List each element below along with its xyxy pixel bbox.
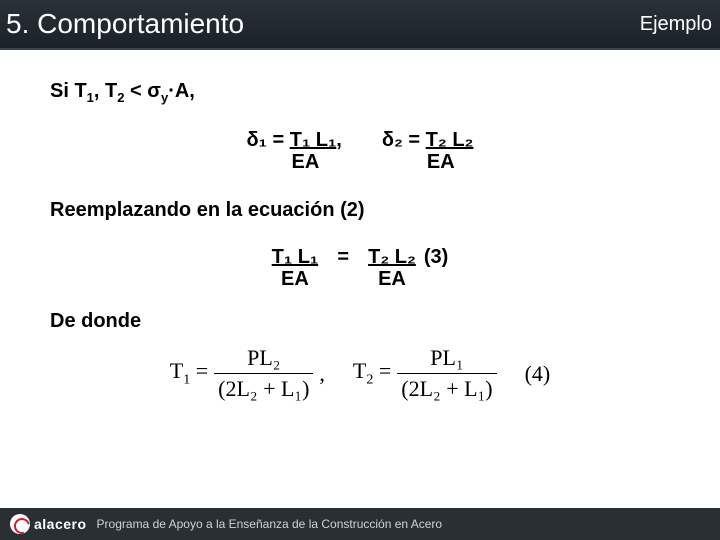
delta2-denominator: EA: [382, 151, 474, 173]
header-title: 5. Comportamiento: [6, 8, 244, 40]
eq4-comma: ,: [319, 361, 325, 387]
eq3-right-frac: T₂ L₂ EA: [368, 246, 416, 290]
eq4-t2-sub: 2: [366, 373, 373, 388]
delta1-denominator: EA: [247, 151, 342, 173]
brand-logo: alacero: [10, 514, 87, 534]
delta1-numerator: T₁ L₁: [290, 129, 337, 151]
de-donde-text: De donde: [50, 310, 670, 333]
eq4-t2-sym: T: [353, 358, 366, 383]
delta-equations: δ₁ = T₁ L₁, EA δ₂ = T₂ L₂ EA: [50, 129, 670, 173]
equation-4: T1 = PL₂ (2L₂ + L₁) , T2 = PL₁ (2L₂ + L₁…: [50, 345, 670, 402]
slide-content: Si T1, T2 < σy·A, δ₁ = T₁ L₁, EA δ₂ = T₂…: [0, 50, 720, 402]
eq4-t1: T1 = PL₂ (2L₂ + L₁) ,: [170, 345, 325, 402]
eq3-right-num: T₂ L₂: [368, 246, 416, 268]
delta1-sep: ,: [336, 129, 342, 151]
eq3-label: (3): [424, 246, 448, 268]
delta2-lhs: δ₂ =: [382, 129, 426, 151]
eq4-t2-den: (2L₂ + L₁): [397, 373, 496, 402]
slide-footer: alacero Programa de Apoyo a la Enseñanza…: [0, 508, 720, 540]
eq3-equals: =: [326, 246, 360, 268]
delta1-eq: δ₁ = T₁ L₁, EA: [247, 129, 342, 173]
header-tag: Ejemplo: [640, 13, 712, 36]
eq4-t1-den: (2L₂ + L₁): [214, 373, 313, 402]
eq3-right-den: EA: [368, 268, 416, 290]
eq3-left-frac: T₁ L₁ EA: [272, 246, 319, 290]
eq4-t2-num: PL₁: [426, 345, 467, 373]
delta2-numerator: T₂ L₂: [426, 129, 474, 151]
eq4-t1-frac: PL₂ (2L₂ + L₁): [214, 345, 313, 402]
replace-text: Reemplazando en la ecuación (2): [50, 199, 670, 222]
eq4-t2: T2 = PL₁ (2L₂ + L₁): [353, 345, 497, 402]
eq4-t1-sub: 1: [183, 373, 190, 388]
delta2-eq: δ₂ = T₂ L₂ EA: [382, 129, 474, 173]
eq4-label: (4): [525, 361, 551, 387]
footer-subtitle: Programa de Apoyo a la Enseñanza de la C…: [97, 517, 443, 531]
brand-logo-icon: [10, 514, 30, 534]
condition-text: Si T1, T2 < σy·A,: [50, 80, 670, 105]
equation-3: T₁ L₁ EA = T₂ L₂ EA (3): [50, 246, 670, 290]
delta1-lhs: δ₁ =: [247, 129, 290, 151]
eq4-t2-frac: PL₁ (2L₂ + L₁): [397, 345, 496, 402]
eq3-left-num: T₁ L₁: [272, 246, 319, 268]
brand-logo-text: alacero: [34, 516, 87, 532]
eq4-t1-sym: T: [170, 358, 183, 383]
eq3-left-den: EA: [272, 268, 319, 290]
slide-header: 5. Comportamiento Ejemplo: [0, 0, 720, 50]
eq4-t1-num: PL₂: [243, 345, 284, 373]
